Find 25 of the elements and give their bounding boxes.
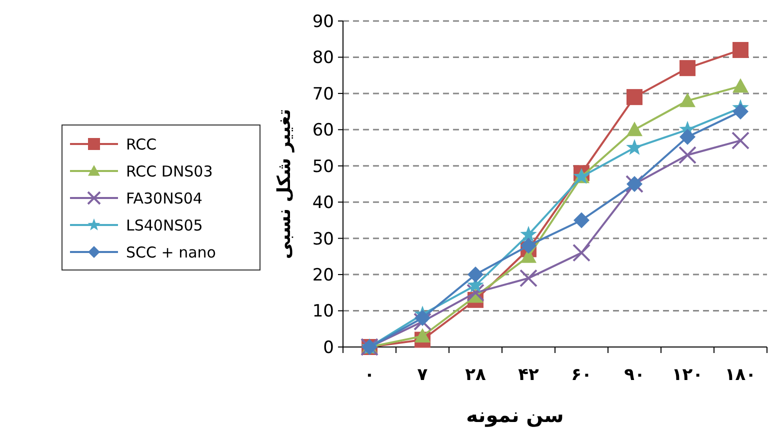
legend-label: RCC DNS03 <box>126 162 213 180</box>
y-tick-label: 60 <box>312 120 334 141</box>
y-tick-label: 20 <box>312 266 334 286</box>
legend-label: LS40NS05 <box>126 216 203 234</box>
y-tick-label: 40 <box>312 193 334 214</box>
y-tick-label: 0 <box>323 338 334 358</box>
x-tick-label: ۱۲۰ <box>672 365 704 385</box>
y-axis-title: تغییر شکل نسبی <box>274 108 295 260</box>
y-tick-label: 80 <box>312 48 334 68</box>
y-tick-label: 50 <box>312 156 334 177</box>
legend-label: RCC <box>126 135 157 154</box>
x-tick-label: ۰ <box>364 365 375 385</box>
x-tick-label: ۲۸ <box>465 365 486 385</box>
x-tick-label: ۹۰ <box>624 365 645 385</box>
x-axis-title: سن نمونه <box>466 403 564 427</box>
legend-label: SCC + nano <box>126 243 216 262</box>
y-tick-label: 10 <box>312 302 334 322</box>
x-tick-label: ۶۰ <box>571 365 592 385</box>
y-tick-label: 90 <box>312 12 334 32</box>
x-tick-label: ۴۲ <box>518 365 540 385</box>
y-tick-label: 30 <box>312 229 334 250</box>
x-tick-label: ۱۸۰ <box>724 365 756 385</box>
y-tick-label: 70 <box>312 84 334 104</box>
x-tick-label: ۷ <box>417 365 428 385</box>
legend-label: FA30NS04 <box>126 189 202 208</box>
